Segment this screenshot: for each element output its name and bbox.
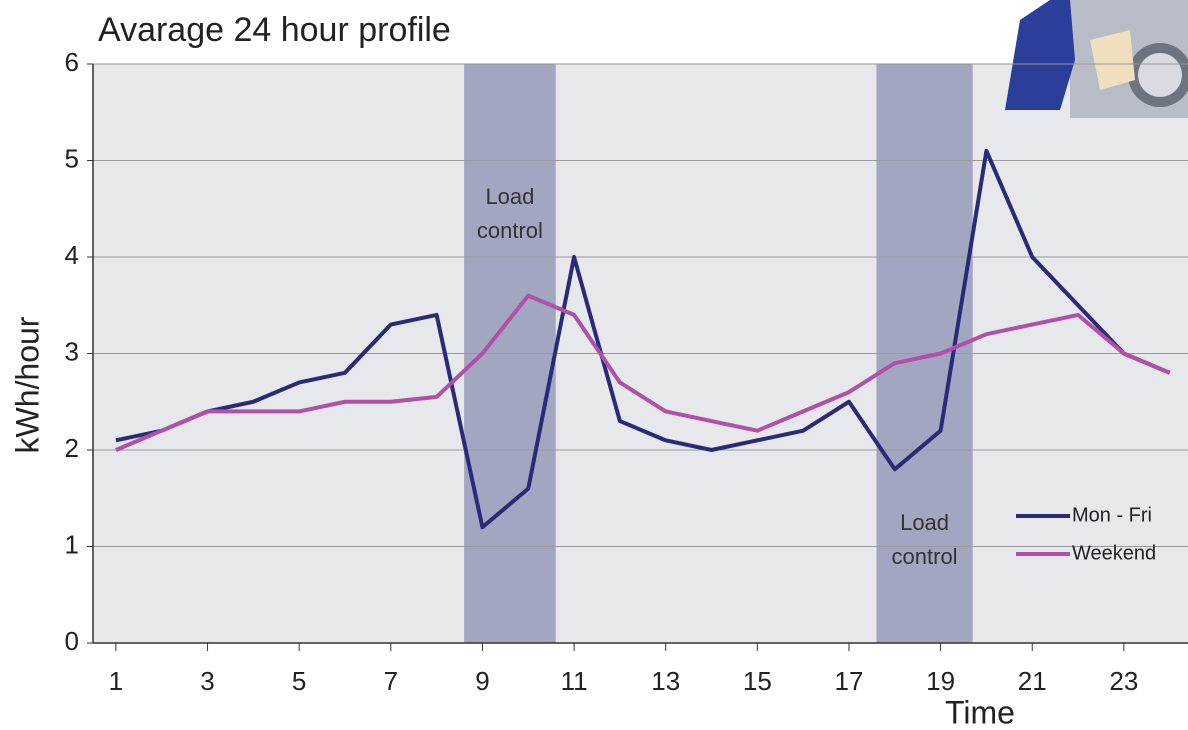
x-tick-label: 15 [743, 666, 772, 696]
band-label: Load [485, 184, 534, 209]
legend-label: Mon - Fri [1072, 504, 1152, 526]
y-tick-label: 5 [65, 143, 79, 173]
y-tick-label: 0 [65, 626, 79, 656]
y-tick-label: 3 [65, 336, 79, 366]
x-tick-label: 11 [561, 666, 588, 696]
x-tick-label: 21 [1018, 666, 1047, 696]
legend-label: Weekend [1072, 542, 1156, 564]
y-tick-label: 2 [65, 433, 79, 463]
y-tick-label: 6 [65, 47, 79, 77]
chart-title: Avarage 24 hour profile [98, 11, 451, 49]
y-tick-label: 4 [65, 240, 79, 270]
band-label: control [477, 218, 543, 243]
x-tick-label: 23 [1109, 666, 1138, 696]
x-tick-label: 9 [475, 666, 489, 696]
x-axis-label: Time [945, 694, 1015, 730]
clipart [1005, 0, 1188, 118]
y-axis-label: kWh/hour [9, 316, 45, 453]
x-tick-label: 3 [200, 666, 214, 696]
y-tick-label: 1 [65, 529, 79, 559]
x-tick-label: 13 [651, 666, 680, 696]
x-tick-label: 5 [292, 666, 306, 696]
x-tick-label: 19 [926, 666, 955, 696]
person [1005, 0, 1075, 110]
series-line [115, 293, 1171, 452]
laundry [1090, 30, 1135, 90]
x-tick-label: 17 [835, 666, 864, 696]
washer-glass [1138, 53, 1182, 97]
series-line [115, 148, 1171, 530]
band-label: control [892, 544, 958, 569]
x-tick-label: 7 [384, 666, 398, 696]
band-label: Load [900, 510, 949, 535]
x-tick-label: 1 [109, 666, 123, 696]
